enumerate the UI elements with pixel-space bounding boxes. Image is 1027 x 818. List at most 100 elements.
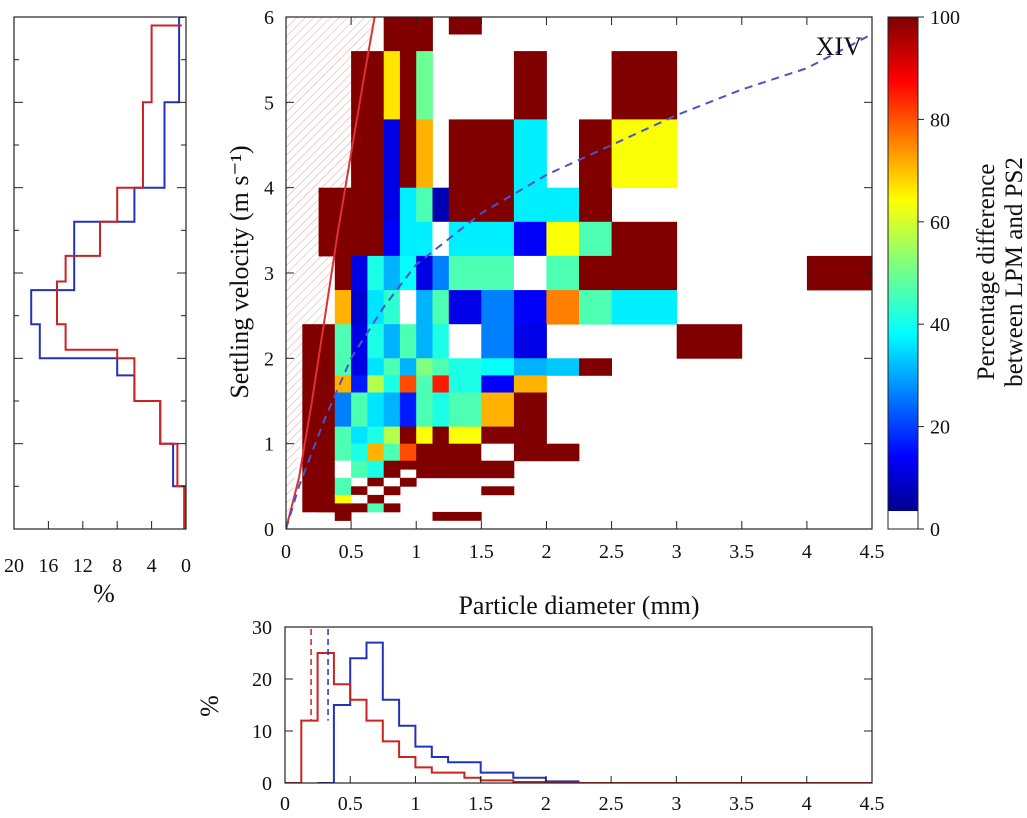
heatmap-cell [399, 324, 417, 359]
y-tick-label: 5 [264, 92, 274, 114]
heatmap-cell [513, 392, 547, 427]
heatmap-cell [416, 426, 433, 445]
x-tick-label: 0 [281, 541, 291, 563]
heatmap-cell [383, 221, 401, 257]
colorbar-zero-band [888, 511, 918, 529]
heatmap-cell [351, 494, 368, 504]
heatmap-cell [416, 375, 433, 393]
left-series-red [56, 24, 186, 529]
heatmap-cell [432, 460, 450, 479]
heatmap-cell [481, 426, 515, 445]
heatmap-cell [383, 503, 401, 513]
main-heatmap-panel: 0 0.5 1 1.5 2 2.5 3 3.5 4 4.5 0 1 2 3 4 5 6 XIV Particle… [225, 7, 885, 620]
x-tick-label: 1 [411, 541, 421, 563]
heatmap-cell [399, 358, 417, 376]
heatmap-cell [334, 443, 352, 462]
heatmap-cell [334, 460, 352, 479]
main-y-axis-title: Settling velocity (m s⁻¹) [225, 145, 254, 398]
heatmap-cell [383, 187, 401, 223]
x-tick-label: 3.5 [729, 541, 754, 563]
heatmap-cell [334, 426, 352, 445]
heatmap-cell [351, 290, 368, 325]
heatmap-cell [432, 511, 482, 521]
heatmap-cell [579, 221, 612, 257]
heatmap-cell [351, 477, 368, 487]
x-tick-label: 2 [541, 541, 551, 563]
bottom-x-tick-label: 1 [410, 793, 420, 815]
left-series-blue [30, 17, 186, 529]
heatmap-cell [806, 255, 873, 291]
heatmap-cell [432, 358, 450, 376]
heatmap-cell [448, 255, 482, 291]
heatmap-cell [611, 255, 678, 291]
colorbar-frame [887, 16, 919, 530]
heatmap-cell [351, 503, 368, 513]
colorbar-tick-label: 20 [930, 417, 950, 439]
heatmap-cell [416, 187, 433, 223]
heatmap-cell [351, 392, 368, 427]
heatmap-cell [513, 324, 547, 359]
heatmap-cell [351, 255, 368, 291]
heatmap-cell [318, 426, 336, 445]
heatmap-cell [302, 324, 319, 393]
heatmap-cell [367, 503, 385, 513]
y-tick-label: 6 [264, 7, 274, 29]
heatmap-cell [676, 324, 743, 359]
heatmap-cell [481, 443, 515, 462]
bottom-x-tick-label: 4.5 [860, 793, 885, 815]
heatmap-cell [399, 443, 417, 462]
heatmap-cell [399, 392, 417, 427]
heatmap-cell [351, 119, 368, 189]
heatmap-cell [318, 477, 336, 487]
heatmap-cell [383, 426, 401, 445]
heatmap-cell [334, 375, 352, 393]
heatmap-cell [416, 255, 433, 291]
bottom-x-tick-label: 2 [541, 793, 551, 815]
heatmap-cell [351, 486, 368, 496]
left-x-tick-label: 12 [73, 555, 93, 577]
heatmap-cell [513, 443, 547, 462]
heatmap-cell [448, 119, 482, 189]
bottom-y-tick-label: 10 [252, 721, 272, 743]
heatmap-cell [399, 477, 417, 487]
heatmap-cell [383, 255, 401, 291]
x-tick-label: 1.5 [469, 541, 494, 563]
heatmap-cell [367, 358, 385, 376]
heatmap-cell [367, 494, 385, 504]
heatmap-cell [367, 426, 385, 445]
heatmap-cell [546, 290, 580, 325]
heatmap-cell [481, 290, 515, 325]
left-x-tick-label: 20 [4, 555, 24, 577]
heatmap-cell [367, 443, 385, 462]
heatmap-cell [383, 443, 401, 462]
colorbar-title-line-2: between LPM and PS2 [1001, 157, 1027, 387]
bottom-x-tick-label: 0.5 [338, 793, 363, 815]
heatmap-cell [351, 358, 368, 376]
y-tick-label: 4 [264, 178, 274, 200]
y-tick-label: 0 [264, 519, 274, 541]
heatmap-cell [481, 460, 515, 479]
heatmap-cell [383, 17, 417, 52]
heatmap-cell [448, 324, 482, 359]
x-tick-label: 4 [802, 541, 812, 563]
colorbar-tick-label: 40 [930, 314, 950, 336]
colorbar: 0 20 40 60 80 100 Percentage difference betwe… [887, 7, 1027, 541]
heatmap-cell [367, 119, 385, 189]
main-x-axis-title: Particle diameter (mm) [458, 591, 699, 620]
heatmap-cell [383, 119, 401, 189]
bottom-x-tick-label: 0 [280, 793, 290, 815]
heatmap-cell [383, 460, 401, 479]
heatmap-cell [334, 358, 352, 376]
heatmap-cell [546, 358, 580, 376]
left-x-tick-label: 8 [112, 555, 122, 577]
bottom-x-tick-label: 4 [802, 793, 812, 815]
x-tick-label: 2.5 [599, 541, 624, 563]
heatmap-cell [481, 187, 515, 223]
heatmap-cell [448, 443, 482, 462]
heatmap-cell [432, 187, 450, 223]
heatmap-cell [481, 255, 515, 291]
heatmap-cell [579, 119, 612, 189]
heatmap-cell [318, 494, 336, 513]
heatmap-cell [399, 119, 417, 189]
